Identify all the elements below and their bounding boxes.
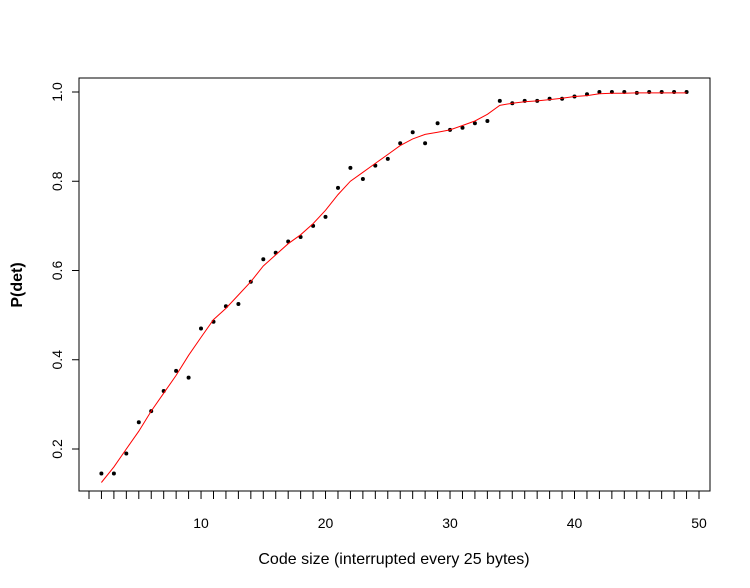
- data-point: [460, 125, 465, 130]
- data-point: [186, 375, 191, 380]
- data-point: [360, 177, 365, 181]
- x-tick-label: 40: [567, 515, 583, 531]
- data-point: [485, 119, 490, 123]
- x-tick-label: 50: [691, 515, 707, 531]
- y-tick-label: 0.4: [49, 350, 65, 370]
- y-tick-label: 0.2: [49, 439, 65, 459]
- data-point: [124, 451, 129, 456]
- data-point: [111, 471, 116, 476]
- data-point: [398, 141, 403, 146]
- x-axis: 10 20 30 40 50: [88, 491, 707, 531]
- data-point: [410, 130, 415, 135]
- y-tick-label: 1.0: [49, 82, 65, 102]
- plot-box: [78, 77, 711, 492]
- data-point: [348, 165, 353, 170]
- data-point: [136, 420, 141, 425]
- data-point: [597, 90, 602, 94]
- data-point: [323, 214, 328, 219]
- fit-line: [101, 92, 687, 483]
- data-point: [199, 326, 203, 331]
- data-point: [385, 156, 390, 161]
- data-point: [99, 471, 104, 476]
- y-tick-label: 0.8: [49, 171, 65, 191]
- y-axis-title: P(det): [9, 262, 26, 307]
- data-point: [261, 257, 266, 262]
- data-point: [336, 185, 340, 190]
- x-tick-label: 30: [442, 515, 458, 531]
- x-tick-label: 20: [318, 515, 334, 531]
- x-tick-label: 10: [193, 515, 209, 531]
- plot-area: [99, 90, 689, 483]
- data-point: [472, 121, 477, 126]
- x-axis-title: Code size (interrupted every 25 bytes): [258, 551, 529, 568]
- data-point: [497, 98, 502, 103]
- data-point: [174, 368, 179, 373]
- data-point: [236, 302, 241, 306]
- y-axis: 0.2 0.4 0.6 0.8 1.0: [49, 82, 79, 459]
- data-point: [423, 141, 428, 146]
- data-point: [435, 121, 440, 126]
- y-tick-label: 0.6: [49, 261, 65, 281]
